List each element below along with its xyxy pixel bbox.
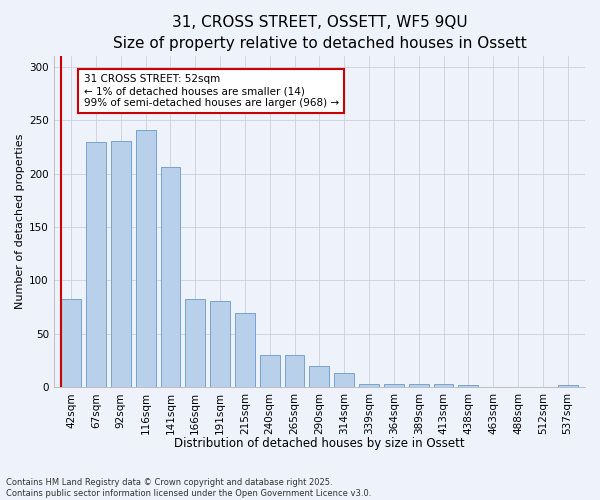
Bar [409, 384, 428, 387]
Bar [384, 384, 404, 387]
Title: 31, CROSS STREET, OSSETT, WF5 9QU
Size of property relative to detached houses i: 31, CROSS STREET, OSSETT, WF5 9QU Size o… [113, 15, 526, 51]
Bar [185, 298, 205, 387]
Bar [61, 298, 81, 387]
Bar [260, 355, 280, 387]
Bar [284, 355, 304, 387]
Bar [334, 374, 354, 387]
Bar [458, 385, 478, 387]
Bar [161, 168, 181, 387]
Bar [359, 384, 379, 387]
Bar [86, 142, 106, 387]
Bar [434, 384, 454, 387]
Y-axis label: Number of detached properties: Number of detached properties [15, 134, 25, 310]
Bar [111, 140, 131, 387]
Bar [136, 130, 155, 387]
Text: 31 CROSS STREET: 52sqm
← 1% of detached houses are smaller (14)
99% of semi-deta: 31 CROSS STREET: 52sqm ← 1% of detached … [83, 74, 338, 108]
Bar [557, 385, 578, 387]
Bar [235, 312, 255, 387]
Bar [310, 366, 329, 387]
X-axis label: Distribution of detached houses by size in Ossett: Distribution of detached houses by size … [174, 437, 465, 450]
Text: Contains HM Land Registry data © Crown copyright and database right 2025.
Contai: Contains HM Land Registry data © Crown c… [6, 478, 371, 498]
Bar [210, 301, 230, 387]
